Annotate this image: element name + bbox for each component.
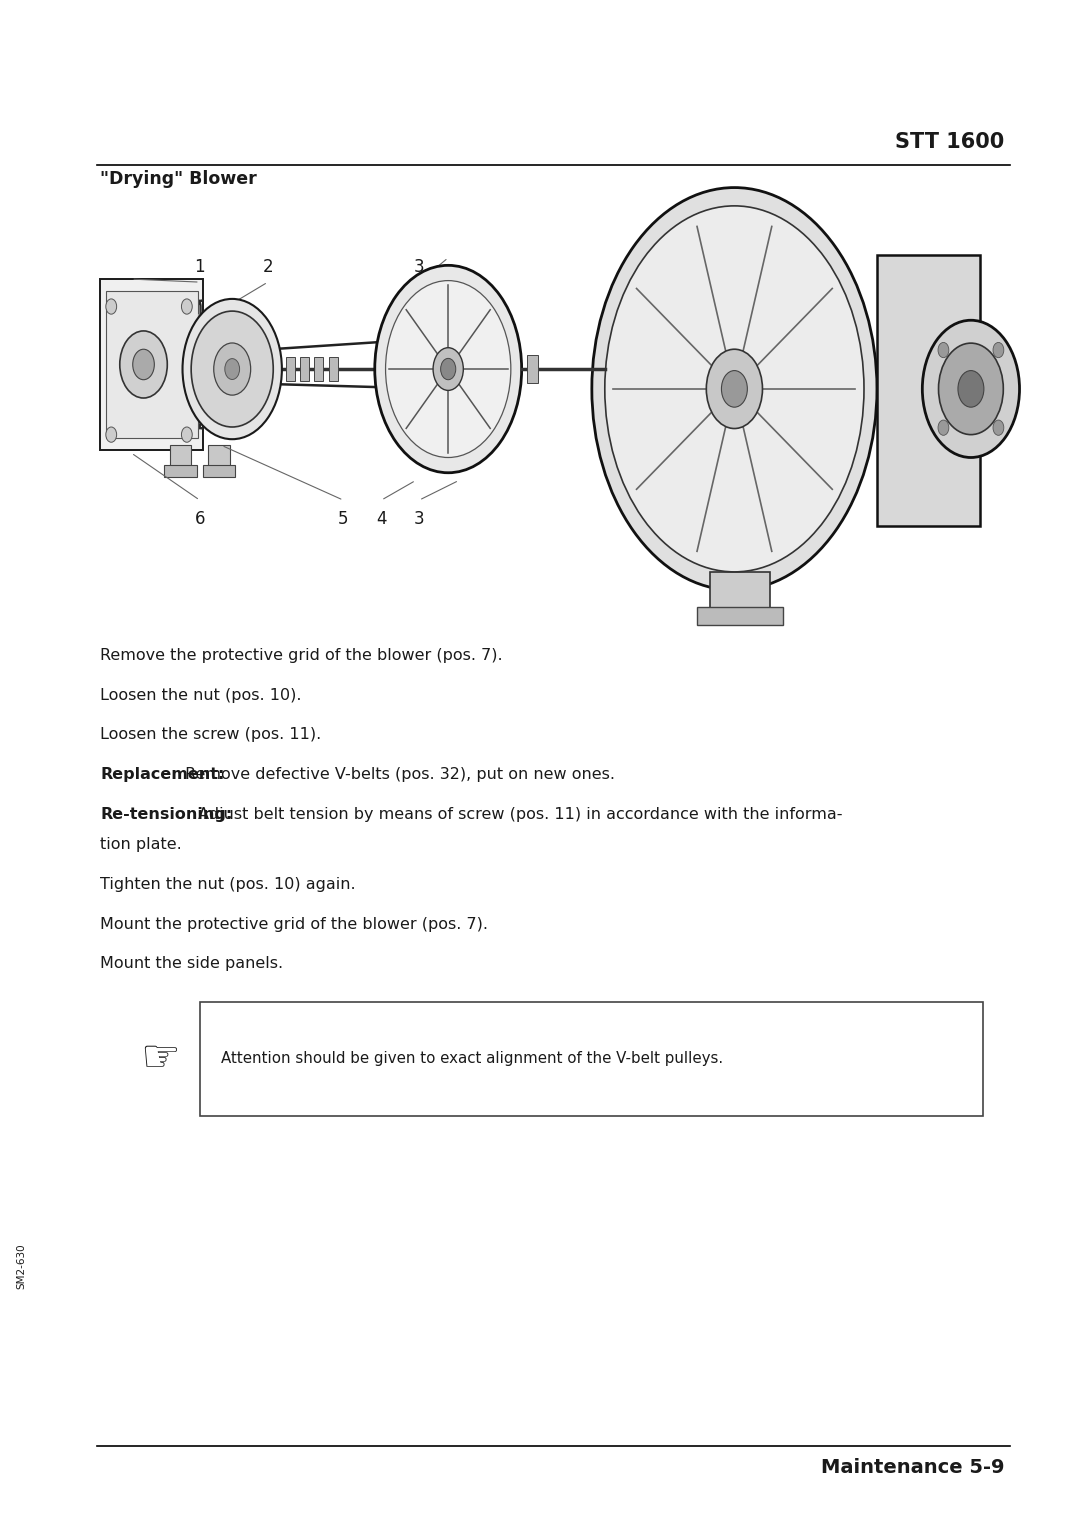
Text: Remove the protective grid of the blower (pos. 7).: Remove the protective grid of the blower… — [100, 648, 503, 663]
Text: 3: 3 — [414, 509, 424, 528]
Circle shape — [939, 343, 1003, 435]
Text: 3: 3 — [414, 258, 424, 276]
FancyBboxPatch shape — [877, 255, 980, 526]
Bar — [170, 445, 191, 468]
FancyBboxPatch shape — [197, 300, 203, 429]
Circle shape — [191, 311, 273, 427]
Circle shape — [106, 299, 117, 314]
FancyBboxPatch shape — [710, 572, 770, 610]
Circle shape — [181, 427, 192, 442]
FancyBboxPatch shape — [106, 291, 198, 438]
Text: Adjust belt tension by means of screw (pos. 11) in accordance with the informa-: Adjust belt tension by means of screw (p… — [193, 807, 842, 822]
Circle shape — [133, 349, 154, 380]
Bar — [314, 357, 323, 381]
Circle shape — [106, 427, 117, 442]
Bar — [300, 357, 309, 381]
FancyBboxPatch shape — [697, 607, 783, 625]
Text: Loosen the nut (pos. 10).: Loosen the nut (pos. 10). — [100, 688, 302, 703]
Circle shape — [386, 281, 511, 458]
Text: 6: 6 — [194, 509, 205, 528]
Text: tion plate.: tion plate. — [100, 837, 183, 852]
Text: Re-tensioning:: Re-tensioning: — [100, 807, 232, 822]
Circle shape — [706, 349, 762, 429]
Circle shape — [375, 265, 522, 473]
Bar — [164, 465, 197, 477]
Circle shape — [120, 331, 167, 398]
Bar — [208, 445, 230, 468]
Text: SM2-630: SM2-630 — [16, 1243, 27, 1289]
Text: Mount the side panels.: Mount the side panels. — [100, 956, 284, 971]
FancyBboxPatch shape — [100, 279, 203, 450]
Circle shape — [592, 188, 877, 590]
Circle shape — [922, 320, 1020, 458]
Text: Loosen the screw (pos. 11).: Loosen the screw (pos. 11). — [100, 727, 322, 743]
Text: ☞: ☞ — [140, 1037, 179, 1080]
Text: 1: 1 — [194, 258, 205, 276]
Circle shape — [181, 299, 192, 314]
Text: "Drying" Blower: "Drying" Blower — [100, 169, 257, 188]
Circle shape — [721, 371, 747, 407]
Text: 5: 5 — [338, 509, 349, 528]
Circle shape — [939, 343, 949, 358]
Circle shape — [993, 419, 1003, 435]
Bar — [527, 355, 538, 383]
Circle shape — [183, 299, 282, 439]
Circle shape — [214, 343, 251, 395]
Text: Mount the protective grid of the blower (pos. 7).: Mount the protective grid of the blower … — [100, 917, 488, 932]
Bar — [203, 465, 235, 477]
Circle shape — [605, 206, 864, 572]
Text: Remove defective V-belts (pos. 32), put on new ones.: Remove defective V-belts (pos. 32), put … — [180, 767, 616, 782]
Text: Attention should be given to exact alignment of the V-belt pulleys.: Attention should be given to exact align… — [221, 1051, 724, 1066]
Text: Maintenance 5-9: Maintenance 5-9 — [821, 1458, 1004, 1476]
Text: STT 1600: STT 1600 — [895, 133, 1004, 152]
Text: Tighten the nut (pos. 10) again.: Tighten the nut (pos. 10) again. — [100, 877, 356, 892]
Circle shape — [958, 371, 984, 407]
Text: Replacement:: Replacement: — [100, 767, 225, 782]
Circle shape — [433, 348, 463, 390]
Circle shape — [441, 358, 456, 380]
Bar — [329, 357, 338, 381]
Text: 2: 2 — [262, 258, 273, 276]
Circle shape — [225, 358, 240, 380]
Text: 4: 4 — [376, 509, 387, 528]
FancyBboxPatch shape — [200, 1002, 983, 1116]
Circle shape — [939, 419, 949, 435]
Bar — [286, 357, 295, 381]
Circle shape — [993, 343, 1003, 358]
